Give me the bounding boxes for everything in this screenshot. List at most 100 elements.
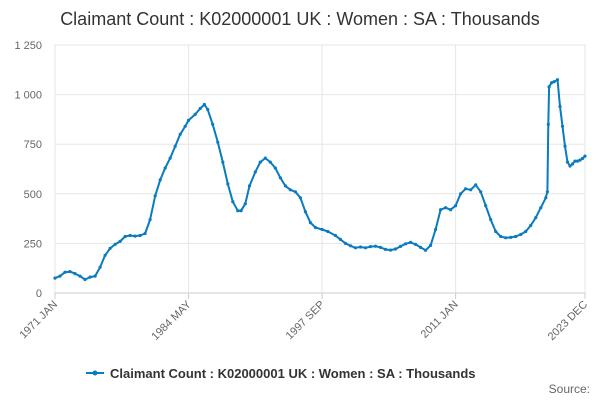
- data-point[interactable]: [568, 164, 572, 168]
- data-point[interactable]: [143, 231, 147, 236]
- data-point[interactable]: [186, 118, 191, 122]
- data-point[interactable]: [108, 246, 112, 250]
- data-point[interactable]: [226, 182, 230, 186]
- data-point[interactable]: [580, 156, 585, 161]
- data-point[interactable]: [123, 234, 127, 239]
- data-point[interactable]: [459, 192, 463, 196]
- data-point[interactable]: [313, 225, 317, 230]
- data-point[interactable]: [509, 235, 513, 239]
- data-point[interactable]: [202, 102, 206, 107]
- data-point[interactable]: [479, 190, 483, 194]
- data-point[interactable]: [178, 132, 182, 136]
- data-point[interactable]: [383, 247, 388, 251]
- data-point[interactable]: [353, 246, 358, 250]
- data-point[interactable]: [163, 166, 167, 170]
- data-point[interactable]: [243, 202, 247, 206]
- data-point[interactable]: [570, 162, 575, 166]
- data-point[interactable]: [148, 218, 152, 222]
- data-point[interactable]: [544, 196, 548, 200]
- data-point[interactable]: [206, 107, 210, 112]
- data-point[interactable]: [378, 245, 383, 249]
- data-point[interactable]: [575, 159, 580, 163]
- data-point[interactable]: [98, 265, 102, 269]
- data-point[interactable]: [388, 248, 393, 252]
- data-point[interactable]: [258, 160, 262, 164]
- data-point[interactable]: [489, 218, 493, 222]
- data-point[interactable]: [73, 272, 77, 276]
- data-point[interactable]: [534, 216, 538, 220]
- legend[interactable]: Claimant Count : K02000001 UK : Women : …: [86, 366, 476, 381]
- data-point[interactable]: [78, 274, 82, 278]
- data-point[interactable]: [320, 227, 324, 232]
- data-point[interactable]: [221, 160, 225, 164]
- data-point[interactable]: [474, 183, 478, 187]
- data-point[interactable]: [558, 104, 562, 109]
- data-point[interactable]: [288, 188, 292, 192]
- data-point[interactable]: [53, 276, 57, 280]
- data-point[interactable]: [563, 144, 567, 148]
- data-point[interactable]: [343, 241, 348, 245]
- data-point[interactable]: [68, 270, 72, 274]
- data-point[interactable]: [393, 247, 398, 251]
- data-point[interactable]: [583, 154, 587, 158]
- data-point[interactable]: [545, 190, 550, 194]
- data-point[interactable]: [414, 242, 418, 246]
- data-point[interactable]: [519, 232, 523, 237]
- data-point[interactable]: [573, 159, 577, 163]
- data-point[interactable]: [550, 81, 554, 85]
- data-point[interactable]: [484, 204, 488, 208]
- data-point[interactable]: [173, 144, 177, 148]
- data-point[interactable]: [103, 253, 107, 257]
- data-point[interactable]: [409, 240, 413, 244]
- data-point[interactable]: [499, 234, 503, 239]
- data-point[interactable]: [263, 156, 267, 160]
- data-point[interactable]: [552, 80, 556, 84]
- data-point[interactable]: [434, 227, 438, 232]
- data-point[interactable]: [198, 106, 202, 111]
- data-point[interactable]: [138, 233, 142, 238]
- data-point[interactable]: [308, 221, 312, 225]
- data-point[interactable]: [469, 188, 473, 192]
- data-point[interactable]: [578, 158, 582, 162]
- data-point[interactable]: [58, 274, 62, 278]
- data-point[interactable]: [429, 243, 433, 247]
- data-point[interactable]: [216, 140, 220, 144]
- data-point[interactable]: [133, 234, 137, 238]
- data-point[interactable]: [63, 270, 67, 274]
- data-point[interactable]: [358, 245, 363, 249]
- data-point[interactable]: [268, 160, 272, 164]
- data-point[interactable]: [348, 244, 353, 248]
- data-point[interactable]: [326, 229, 330, 234]
- data-point[interactable]: [419, 245, 423, 249]
- data-point[interactable]: [93, 274, 97, 278]
- data-point[interactable]: [454, 204, 458, 208]
- data-point[interactable]: [211, 122, 215, 126]
- data-point[interactable]: [514, 234, 518, 239]
- data-point[interactable]: [565, 160, 570, 164]
- data-point[interactable]: [524, 229, 528, 234]
- data-point[interactable]: [183, 124, 187, 128]
- data-point[interactable]: [158, 178, 162, 182]
- data-point[interactable]: [444, 206, 448, 210]
- data-point[interactable]: [88, 275, 92, 279]
- data-point[interactable]: [298, 196, 302, 200]
- data-point[interactable]: [547, 85, 551, 89]
- data-point[interactable]: [464, 187, 468, 191]
- data-point[interactable]: [338, 237, 342, 241]
- data-point[interactable]: [494, 229, 498, 234]
- data-point[interactable]: [529, 223, 533, 228]
- data-point[interactable]: [236, 209, 240, 213]
- data-point[interactable]: [153, 194, 157, 198]
- data-point[interactable]: [333, 233, 337, 238]
- data-point[interactable]: [398, 244, 403, 248]
- data-point[interactable]: [128, 233, 132, 238]
- data-point[interactable]: [113, 242, 117, 246]
- data-point[interactable]: [247, 184, 252, 188]
- data-point[interactable]: [283, 184, 287, 188]
- data-point[interactable]: [231, 200, 235, 204]
- data-point[interactable]: [273, 166, 277, 170]
- data-point[interactable]: [368, 245, 373, 249]
- data-point[interactable]: [193, 112, 197, 116]
- data-point[interactable]: [303, 210, 307, 214]
- data-point[interactable]: [504, 236, 508, 240]
